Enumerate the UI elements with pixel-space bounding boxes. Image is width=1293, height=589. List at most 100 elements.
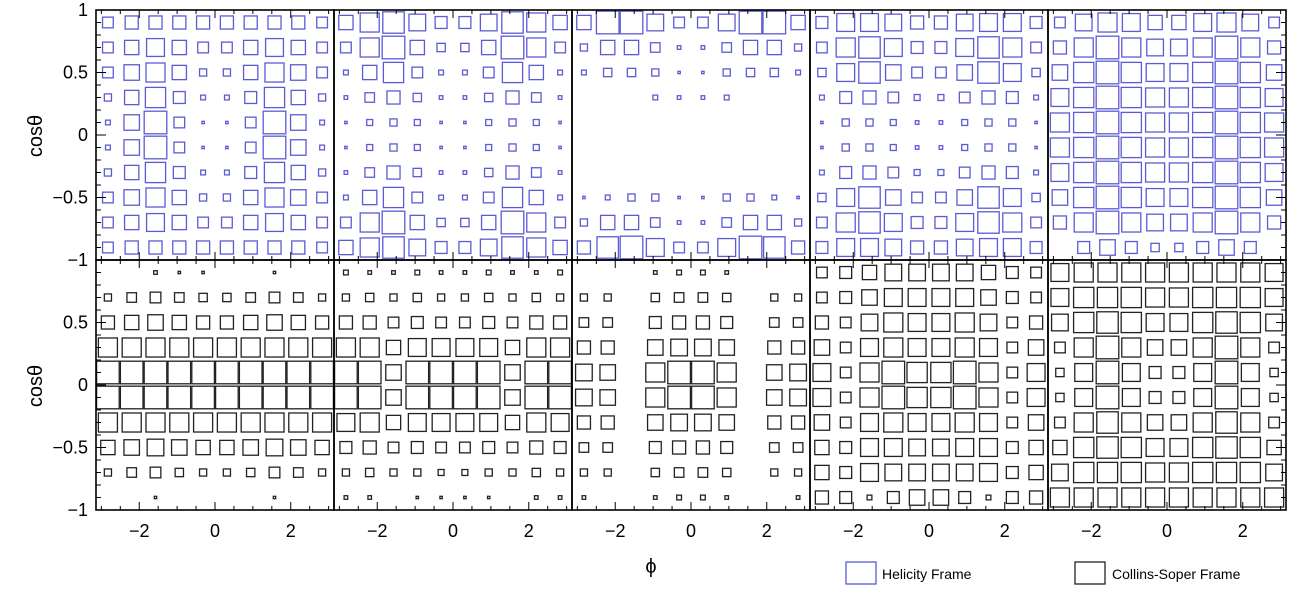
bin-box xyxy=(1239,161,1262,184)
bin-box xyxy=(338,315,354,330)
panel-frame xyxy=(333,9,573,261)
bin-box xyxy=(317,293,327,302)
bin-box xyxy=(146,438,165,457)
bin-box xyxy=(576,14,592,31)
bin-box xyxy=(1172,365,1186,380)
bin-box xyxy=(1121,262,1142,283)
bin-box xyxy=(721,467,732,478)
bin-box xyxy=(1095,360,1120,385)
bin-box xyxy=(343,95,349,100)
bin-box xyxy=(862,165,877,180)
bin-box xyxy=(289,114,307,131)
bin-box xyxy=(216,412,238,433)
bin-box xyxy=(1097,487,1118,508)
bin-box xyxy=(839,490,853,505)
bin-box xyxy=(1240,362,1260,383)
bin-box xyxy=(1005,465,1019,480)
bin-box xyxy=(1055,367,1065,378)
bin-box xyxy=(978,462,999,483)
bin-box xyxy=(865,143,874,152)
bin-box xyxy=(835,37,856,58)
bin-box xyxy=(676,269,683,276)
bin-box xyxy=(439,145,443,150)
bin-box xyxy=(1034,120,1038,125)
bin-box xyxy=(143,135,168,160)
bin-box xyxy=(696,241,709,254)
bin-box xyxy=(574,388,593,407)
bin-box xyxy=(242,439,260,456)
bin-box xyxy=(599,389,617,406)
bin-box xyxy=(198,292,208,303)
bin-box xyxy=(103,468,113,477)
bin-box xyxy=(1269,367,1279,378)
bin-box xyxy=(820,120,824,125)
x-tick-label: 0 xyxy=(924,521,934,541)
bin-box xyxy=(245,467,256,478)
bin-box xyxy=(1052,439,1068,456)
bin-box xyxy=(124,15,139,30)
bin-box xyxy=(1216,262,1237,283)
bin-box xyxy=(648,440,662,455)
bin-box xyxy=(438,69,445,76)
bin-box xyxy=(934,191,947,204)
bin-box xyxy=(623,39,640,56)
bin-box xyxy=(335,337,357,358)
bin-box xyxy=(1074,387,1094,408)
bin-box xyxy=(978,412,999,433)
bin-box xyxy=(1145,62,1165,83)
bin-box xyxy=(722,193,731,202)
x-tick-label: −2 xyxy=(367,521,388,541)
bin-box xyxy=(413,118,421,127)
bin-box xyxy=(724,495,730,500)
bin-box xyxy=(909,240,925,255)
panel-frame xyxy=(95,259,335,511)
bin-box xyxy=(1263,112,1285,133)
bin-box xyxy=(201,270,205,275)
bin-box xyxy=(1169,38,1188,57)
bin-box xyxy=(836,187,856,208)
bin-box xyxy=(981,165,996,180)
bin-box xyxy=(1073,212,1094,233)
bin-box xyxy=(652,495,658,500)
panel-0-3 xyxy=(809,9,1049,261)
bin-box xyxy=(978,362,999,383)
bin-box xyxy=(486,495,491,500)
bin-box xyxy=(1264,162,1284,183)
bin-box xyxy=(438,95,444,100)
bin-box xyxy=(121,337,142,358)
bin-box xyxy=(341,468,351,477)
bin-box xyxy=(219,15,235,30)
bin-box xyxy=(765,364,783,381)
y-axis-title-top: cosθ xyxy=(25,115,47,157)
bin-box xyxy=(793,43,803,52)
bin-box xyxy=(1148,390,1162,405)
bin-box xyxy=(123,39,140,56)
bin-box xyxy=(528,189,545,206)
bin-box xyxy=(126,467,138,478)
bin-box xyxy=(483,92,494,103)
y-tick-label: −0.5 xyxy=(52,438,88,458)
bin-box xyxy=(1214,60,1239,85)
bin-box xyxy=(558,145,562,150)
bin-box xyxy=(1170,339,1188,356)
bin-box xyxy=(1050,313,1069,332)
bin-box xyxy=(770,468,779,477)
bin-box xyxy=(858,36,881,59)
bin-box xyxy=(716,362,737,383)
bin-box xyxy=(907,337,927,358)
bin-box xyxy=(240,412,261,433)
bin-box xyxy=(1072,61,1095,84)
bin-box xyxy=(338,239,354,256)
panel-1-2 xyxy=(571,259,811,511)
bin-box xyxy=(530,92,542,103)
bin-box xyxy=(167,360,192,385)
bin-box xyxy=(1034,145,1038,150)
bin-box xyxy=(317,468,327,477)
bin-box xyxy=(931,463,950,482)
bin-box xyxy=(884,13,903,32)
bin-box xyxy=(385,339,402,356)
bin-box xyxy=(385,364,402,381)
bin-box xyxy=(381,35,406,60)
bin-box xyxy=(913,168,921,177)
x-tick-label: 2 xyxy=(1238,521,1248,541)
